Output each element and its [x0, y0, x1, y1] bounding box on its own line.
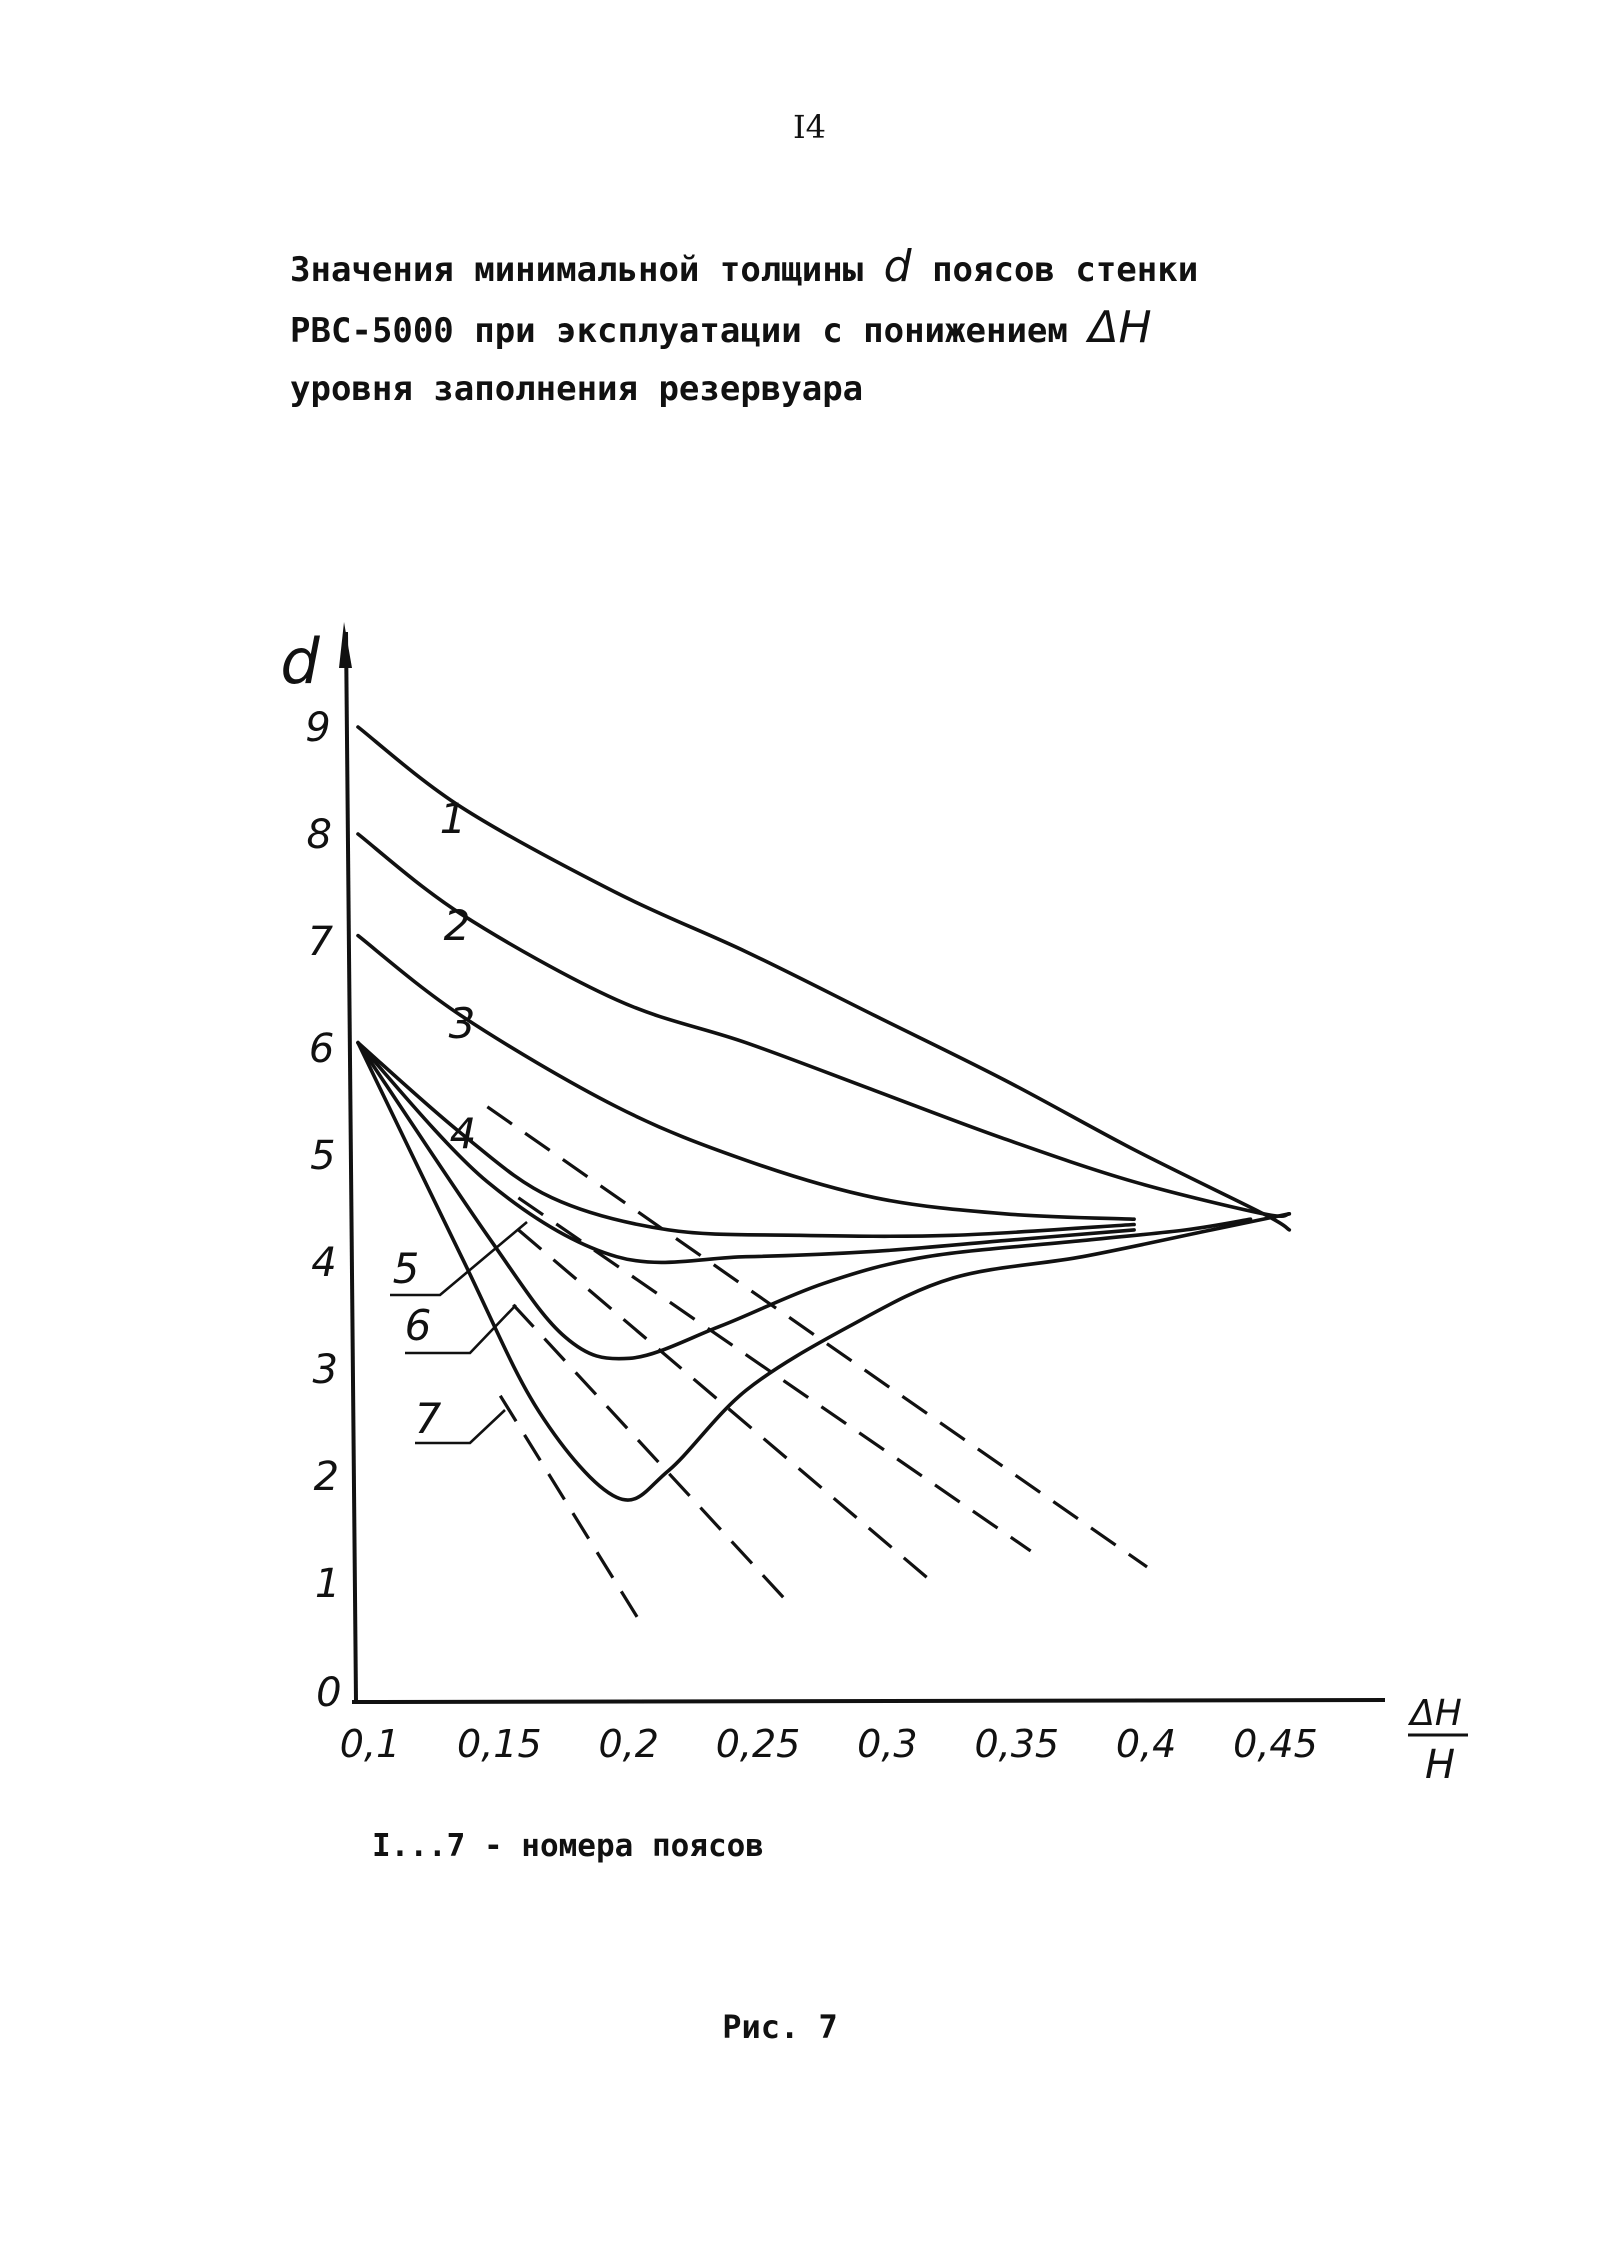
x-tick-label: 0,1	[340, 1722, 400, 1766]
curve-series-2	[356, 832, 1292, 1218]
figure-caption: Значения минимальной толщины d поясов ст…	[290, 238, 1390, 418]
dashed-extension-line	[486, 1105, 1148, 1569]
curve-series-4	[356, 1040, 1136, 1239]
y-tick-label: 7	[308, 919, 334, 965]
x-tick-label: 0,35	[974, 1722, 1059, 1766]
caption-line-1: Значения минимальной толщины d поясов ст…	[290, 238, 1390, 299]
curve-series-7	[356, 1040, 1292, 1502]
x-tick-label: 0,15	[457, 1722, 542, 1766]
y-tick-label: 1	[315, 1561, 340, 1607]
curve-series-6	[356, 1040, 1253, 1361]
y-tick-label: 4	[311, 1240, 336, 1286]
caption-line-1-text-b: поясов стенки	[932, 250, 1199, 290]
dashed-extension-line	[517, 1196, 1032, 1553]
caption-line-3: уровня заполнения резервуара	[290, 369, 864, 409]
y-tick-label: 0	[316, 1670, 341, 1716]
curve-label-1: 1	[440, 794, 467, 843]
x-tick-label: 0,2	[598, 1722, 658, 1766]
y-axis-arrow	[339, 622, 352, 668]
caption-line-1-text-a: Значения минимальной толщины	[290, 250, 864, 290]
legend-note: I...7 - номера поясов	[372, 1828, 764, 1864]
curve-label-leader-6	[405, 1304, 517, 1355]
y-tick-label: 9	[305, 705, 330, 751]
curve-label-5: 5	[393, 1244, 420, 1293]
curve-label-6: 6	[405, 1301, 432, 1350]
caption-symbol-d: d	[883, 241, 912, 292]
x-axis-label-denominator: H	[1425, 1742, 1455, 1788]
x-tick-label: 0,4	[1116, 1722, 1176, 1766]
curve-label-leader-5	[390, 1221, 528, 1297]
curve-label-2: 2	[444, 901, 471, 950]
dashed-extension-line	[498, 1394, 644, 1627]
y-tick-label: 5	[310, 1133, 335, 1179]
x-axis-label-numerator: ΔH	[1407, 1693, 1462, 1734]
y-tick-label: 6	[309, 1026, 334, 1072]
curve-series-1	[356, 725, 1292, 1232]
caption-line-2: РВС-5000 при эксплуатации с понижением Δ…	[290, 299, 1390, 360]
x-tick-label: 0,25	[716, 1722, 801, 1766]
figure-label: Рис. 7	[722, 2008, 838, 2046]
caption-symbol-delta-h: ΔH	[1088, 302, 1152, 353]
y-tick-label: 2	[314, 1454, 339, 1500]
x-tick-label: 0,45	[1233, 1722, 1318, 1766]
y-tick-label: 8	[306, 812, 331, 858]
curve-label-leader-7	[415, 1409, 506, 1445]
x-tick-label: 0,3	[857, 1722, 917, 1766]
curve-label-7: 7	[415, 1394, 442, 1443]
x-axis	[351, 1698, 1386, 1704]
y-axis	[344, 631, 358, 1703]
curve-label-3: 3	[449, 999, 476, 1048]
caption-line-2-text: РВС-5000 при эксплуатации с понижением	[290, 311, 1068, 351]
y-tick-label: 3	[312, 1347, 337, 1393]
y-axis-label: d	[280, 625, 320, 698]
curve-series-5	[356, 1040, 1136, 1265]
curve-label-4: 4	[450, 1109, 477, 1158]
page-number: I4	[793, 108, 826, 146]
curve-series-3	[356, 933, 1136, 1221]
dashed-extension-line	[512, 1303, 787, 1601]
